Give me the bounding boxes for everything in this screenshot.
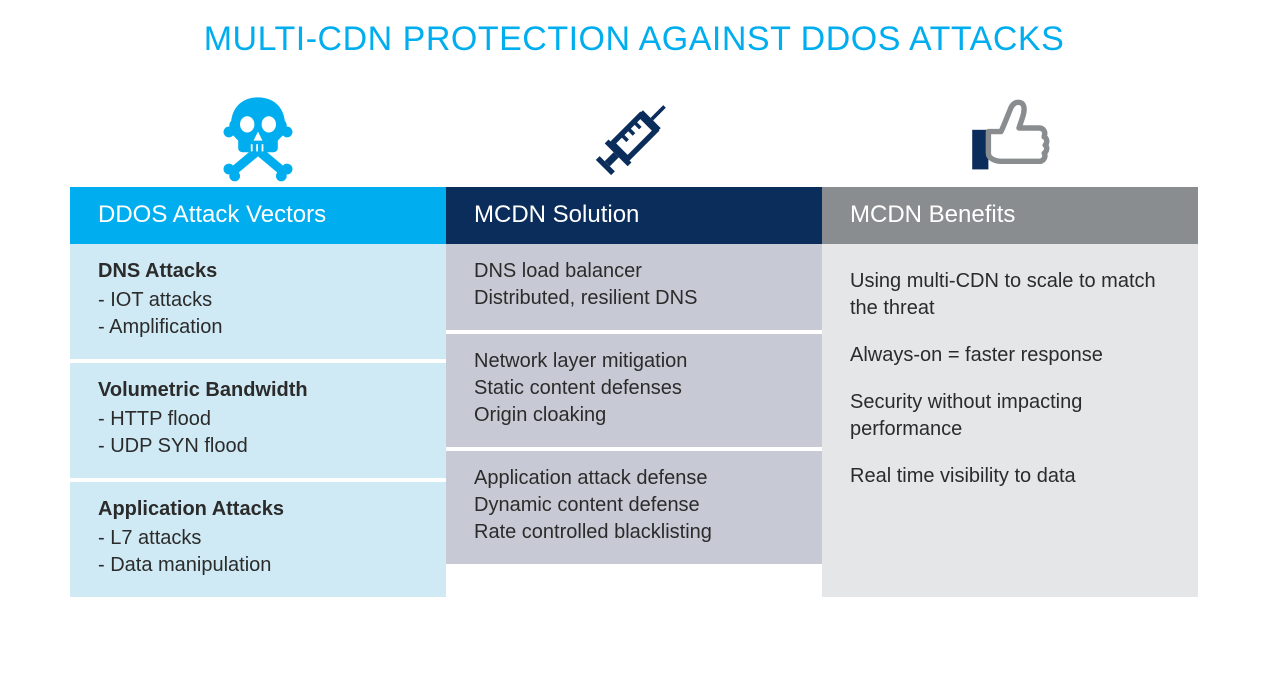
cell-line: Application attack defense — [474, 465, 794, 492]
benefit-item: Using multi-CDN to scale to match the th… — [850, 268, 1170, 322]
comparison-table: DDOS Attack Vectors DNS Attacks - IOT at… — [70, 187, 1198, 597]
cell-solution-volumetric: Network layer mitigation Static content … — [446, 334, 822, 451]
cell-sub: - Data manipulation — [98, 552, 418, 579]
col-header-benefits: MCDN Benefits — [822, 187, 1198, 244]
cell-title: DNS Attacks — [98, 258, 418, 285]
benefit-item: Real time visibility to data — [850, 463, 1170, 490]
icons-row — [70, 87, 1198, 187]
cell-volumetric: Volumetric Bandwidth - HTTP flood - UDP … — [70, 363, 446, 482]
cell-sub: - IOT attacks — [98, 287, 418, 314]
cell-sub: - Amplification — [98, 314, 418, 341]
page-title: MULTI-CDN PROTECTION AGAINST DDOS ATTACK… — [70, 20, 1198, 59]
col-attack-vectors: DDOS Attack Vectors DNS Attacks - IOT at… — [70, 187, 446, 597]
cell-title: Volumetric Bandwidth — [98, 377, 418, 404]
cell-line: Distributed, resilient DNS — [474, 285, 794, 312]
cell-line: Origin cloaking — [474, 402, 794, 429]
skull-crossbones-icon — [213, 92, 303, 182]
syringe-icon — [589, 92, 679, 182]
cell-solution-dns: DNS load balancer Distributed, resilient… — [446, 244, 822, 334]
col-mcdn-solution: MCDN Solution DNS load balancer Distribu… — [446, 187, 822, 597]
cell-solution-application: Application attack defense Dynamic conte… — [446, 451, 822, 564]
cell-dns-attacks: DNS Attacks - IOT attacks - Amplificatio… — [70, 244, 446, 363]
thumbs-up-icon — [965, 92, 1055, 182]
cell-application-attacks: Application Attacks - L7 attacks - Data … — [70, 482, 446, 597]
col-header-solution: MCDN Solution — [446, 187, 822, 244]
cell-title: Application Attacks — [98, 496, 418, 523]
cell-line: Network layer mitigation — [474, 348, 794, 375]
benefit-item: Always-on = faster response — [850, 342, 1170, 369]
cell-line: Dynamic content defense — [474, 492, 794, 519]
icon-cell-solution — [446, 87, 822, 187]
cell-line: DNS load balancer — [474, 258, 794, 285]
icon-cell-attack — [70, 87, 446, 187]
col-mcdn-benefits: MCDN Benefits Using multi-CDN to scale t… — [822, 187, 1198, 597]
benefits-body: Using multi-CDN to scale to match the th… — [822, 244, 1198, 597]
cell-line: Rate controlled blacklisting — [474, 519, 794, 546]
col-header-attack: DDOS Attack Vectors — [70, 187, 446, 244]
icon-cell-benefits — [822, 87, 1198, 187]
cell-sub: - UDP SYN flood — [98, 433, 418, 460]
cell-line: Static content defenses — [474, 375, 794, 402]
benefit-item: Security without impacting performance — [850, 389, 1170, 443]
cell-sub: - L7 attacks — [98, 525, 418, 552]
cell-sub: - HTTP flood — [98, 406, 418, 433]
